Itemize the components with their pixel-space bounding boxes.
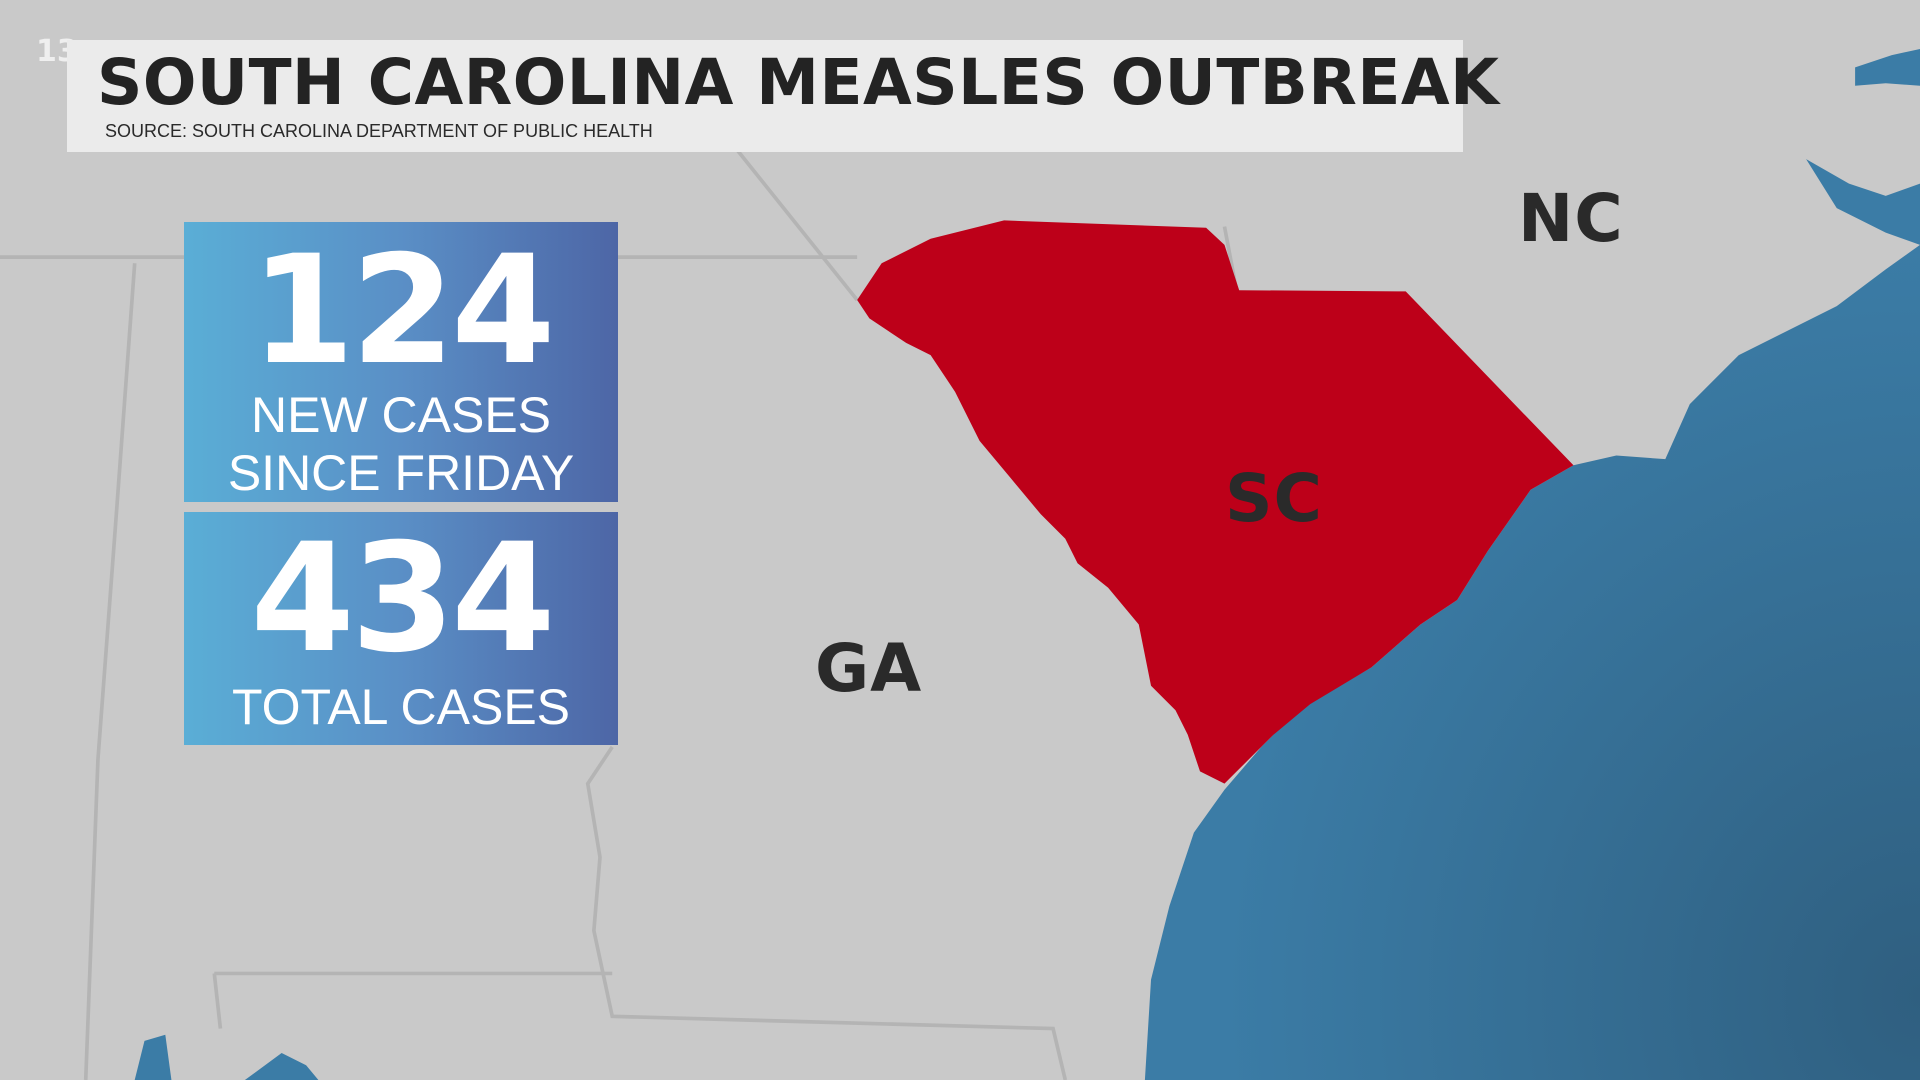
page-title: SOUTH CAROLINA MEASLES OUTBREAK	[97, 46, 1500, 119]
sc-label: SC	[1225, 460, 1323, 537]
title-banner: SOUTH CAROLINA MEASLES OUTBREAK SOURCE: …	[67, 40, 1499, 152]
new-cases-value: 124	[250, 224, 555, 398]
total-cases-caption: TOTAL CASES	[231, 679, 571, 735]
source-caption: SOURCE: SOUTH CAROLINA DEPARTMENT OF PUB…	[105, 121, 653, 141]
south-carolina-highlight	[857, 220, 1574, 784]
ocean	[1144, 244, 1920, 1080]
new-cases-panel: 124 NEW CASES SINCE FRIDAY	[184, 222, 618, 502]
ga-label: GA	[815, 630, 923, 707]
ocean-inlet	[1855, 48, 1920, 86]
total-cases-value: 434	[250, 512, 555, 686]
nc-label: NC	[1518, 180, 1624, 257]
total-cases-panel: 434 TOTAL CASES	[184, 512, 618, 745]
new-cases-caption-line2: SINCE FRIDAY	[227, 445, 575, 501]
ocean-inlet	[1806, 159, 1920, 245]
gulf-water	[134, 1034, 319, 1080]
new-cases-caption-line1: NEW CASES	[250, 387, 552, 443]
